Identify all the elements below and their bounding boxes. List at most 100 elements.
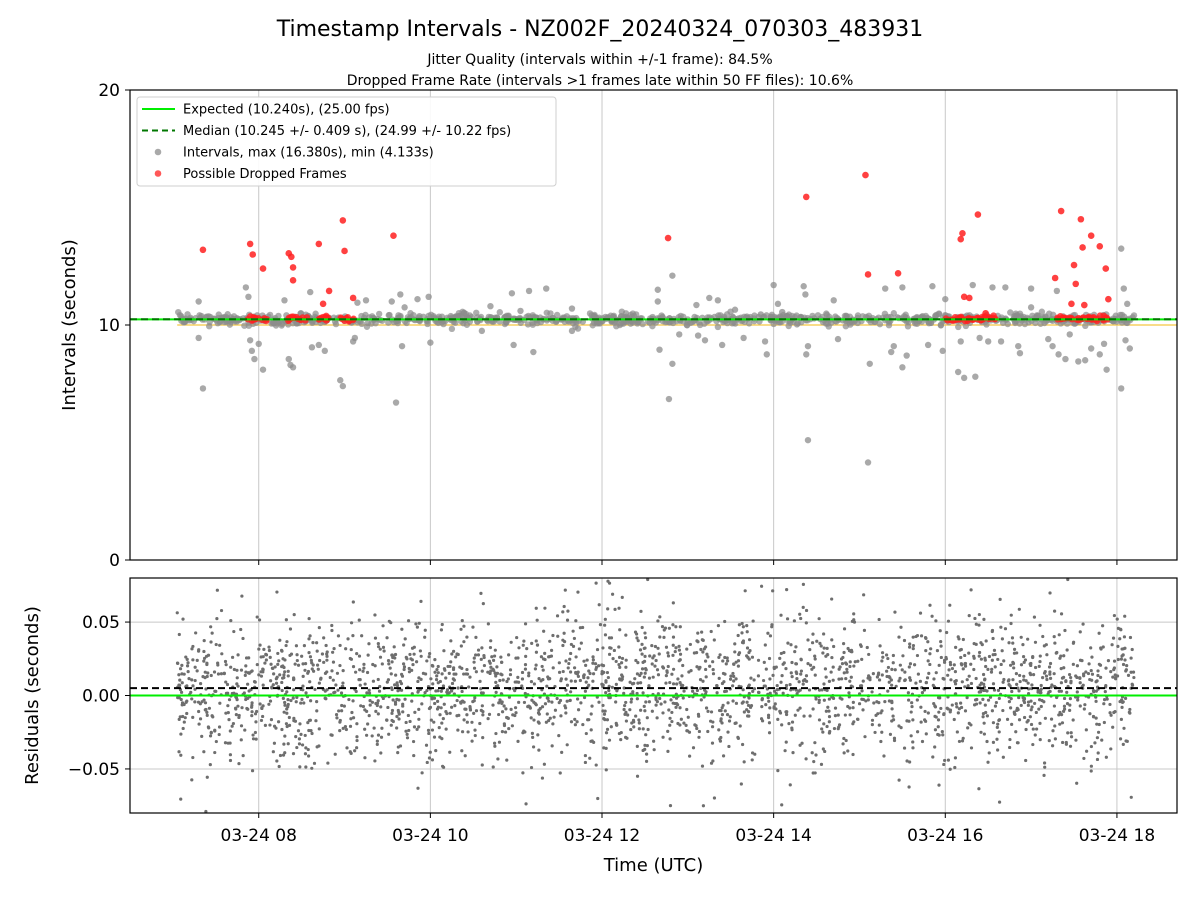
residual-point (660, 625, 665, 629)
residual-point (741, 742, 745, 747)
residual-point (997, 800, 1002, 804)
residual-point (558, 698, 563, 703)
residual-point (400, 674, 405, 678)
residual-point (794, 645, 798, 649)
residual-point (1007, 683, 1011, 687)
residual-point (545, 712, 549, 716)
residual-point (376, 641, 380, 646)
residual-point (1112, 659, 1117, 663)
residual-point (379, 751, 383, 755)
residual-point (653, 664, 657, 668)
residual-point (289, 698, 293, 703)
residual-point (833, 706, 838, 710)
residual-point (987, 654, 992, 659)
residual-point (928, 662, 932, 667)
residual-point (666, 664, 670, 669)
residual-point (195, 658, 199, 662)
residual-point (355, 735, 359, 739)
residual-point (304, 765, 308, 769)
residual-point (462, 700, 466, 704)
residual-point (766, 696, 770, 700)
residual-point (870, 722, 874, 727)
residual-point (569, 720, 574, 724)
residual-point (742, 760, 746, 764)
dropped-frame-point (864, 271, 872, 278)
residual-point (1086, 671, 1091, 676)
residual-point (928, 603, 932, 607)
residual-point (555, 696, 559, 701)
residual-point (349, 647, 353, 652)
residual-point (1030, 705, 1034, 709)
residual-point (825, 688, 829, 693)
residual-point (891, 653, 895, 658)
residual-point (219, 608, 224, 613)
residual-point (283, 751, 287, 755)
residual-point (586, 676, 590, 680)
residual-point (597, 603, 601, 607)
residual-point (643, 654, 647, 658)
residual-point (897, 724, 901, 728)
residual-point (459, 701, 463, 705)
residual-point (870, 718, 875, 722)
residual-point (196, 649, 201, 653)
residual-point (406, 713, 410, 718)
residual-point (877, 723, 881, 727)
interval-point (932, 312, 939, 319)
residual-point (529, 716, 533, 720)
residual-point (530, 731, 534, 736)
dropped-frame-point (1070, 261, 1078, 269)
dropped-frame-point (802, 193, 810, 201)
residual-point (898, 663, 902, 667)
residual-point (436, 664, 440, 669)
residual-point (1007, 700, 1012, 704)
residual-point (806, 638, 810, 642)
residual-point (981, 715, 985, 719)
residual-point (472, 666, 477, 670)
residual-point (379, 735, 384, 739)
residual-point (634, 714, 638, 718)
residual-point (1018, 679, 1022, 684)
residual-point (711, 672, 716, 676)
residual-point (929, 647, 933, 651)
residual-point (183, 716, 187, 720)
residual-point (177, 673, 181, 677)
residual-point (710, 741, 715, 745)
residual-point (473, 696, 477, 700)
residual-point (587, 669, 591, 673)
residual-point (955, 705, 959, 709)
residual-point (819, 644, 823, 648)
residual-point (247, 671, 251, 675)
residual-point (533, 667, 537, 671)
residual-point (606, 675, 610, 680)
residual-point (373, 759, 377, 763)
residual-point (923, 709, 927, 714)
residual-point (947, 668, 951, 672)
residual-point (911, 635, 915, 639)
interval-point (954, 368, 962, 376)
residual-point (618, 628, 622, 632)
residual-point (1026, 637, 1030, 641)
residual-point (578, 678, 582, 683)
residual-point (1022, 660, 1026, 664)
residual-point (285, 640, 289, 644)
residual-point (528, 705, 532, 709)
residual-point (880, 659, 884, 663)
residual-point (1104, 755, 1108, 759)
residual-point (1065, 690, 1069, 694)
residual-point (307, 651, 311, 655)
residual-point (607, 738, 612, 742)
residual-point (436, 671, 440, 675)
residual-point (959, 655, 963, 660)
residual-point (408, 719, 412, 724)
residual-point (282, 742, 286, 746)
residual-point (298, 722, 302, 726)
residual-point (389, 723, 393, 727)
residuals-y-tick-label: 0.00 (82, 687, 120, 707)
residual-point (235, 668, 239, 672)
residual-point (310, 766, 314, 770)
residual-point (481, 736, 485, 740)
residual-point (509, 707, 513, 711)
residual-point (362, 662, 366, 666)
residual-point (905, 759, 909, 763)
residual-point (363, 756, 367, 760)
